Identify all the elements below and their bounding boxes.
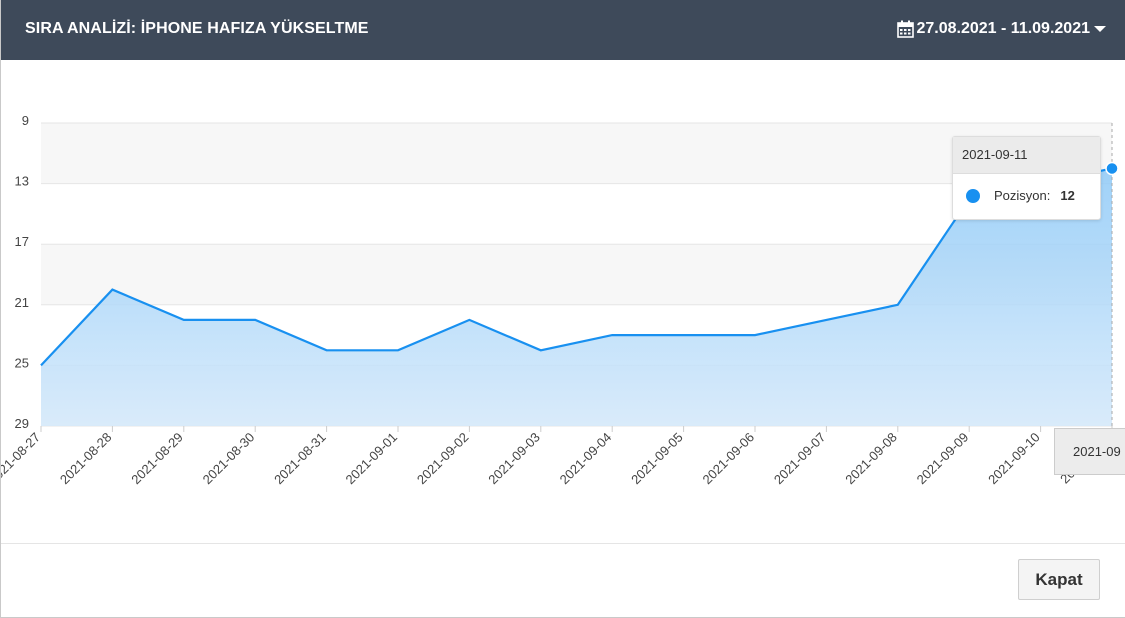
y-tick-label: 9 xyxy=(22,113,29,128)
tooltip-date: 2021-09-11 xyxy=(953,137,1100,174)
series-dot-icon xyxy=(966,188,980,203)
footer-divider xyxy=(1,543,1125,544)
x-tick-label: 2021-09-05 xyxy=(628,430,686,488)
tooltip-label: Pozisyon: xyxy=(994,188,1051,203)
hover-point[interactable] xyxy=(1105,161,1119,176)
x-tick-label: 2021-09-04 xyxy=(557,430,615,488)
y-tick-label: 25 xyxy=(15,355,29,370)
x-tick-label: 2021-09-03 xyxy=(485,430,543,488)
x-tick-label: 2021-09-10 xyxy=(985,430,1043,488)
x-tick-label: 2021-09-01 xyxy=(342,430,400,488)
modal-title: SIRA ANALİZİ: İPHONE HAFIZA YÜKSELTME xyxy=(25,20,369,37)
y-tick-label: 13 xyxy=(15,174,29,189)
y-tick-label: 17 xyxy=(15,234,29,249)
date-range-picker[interactable]: 27.08.2021 - 11.09.2021 xyxy=(896,20,1111,38)
x-tick-label: 2021-08-30 xyxy=(200,430,258,488)
modal-header: SIRA ANALİZİ: İPHONE HAFIZA YÜKSELTME 27… xyxy=(1,0,1125,60)
x-tick-label: 2021-09-02 xyxy=(414,430,472,488)
y-tick-label: 29 xyxy=(15,416,29,431)
x-tick-label: 2021-09-06 xyxy=(699,430,757,488)
x-tick-label: 2021-08-31 xyxy=(271,430,329,488)
close-button[interactable]: Kapat xyxy=(1018,559,1100,600)
tooltip-value: 12 xyxy=(1060,188,1075,203)
grid-band xyxy=(41,123,1112,184)
y-tick-label: 21 xyxy=(15,295,29,310)
series-line xyxy=(40,167,1113,367)
x-tick-label: 2021-08-29 xyxy=(128,430,186,488)
calendar-icon xyxy=(896,20,914,38)
x-tick-label: 2021-08-27 xyxy=(1,430,43,488)
chart-area: 9 13 17 21 25 29 2021-08-27 2021-08-28 2021-08-… xyxy=(0,60,1125,544)
x-tick-label: 2021-08-28 xyxy=(57,430,115,488)
date-range-text: 27.08.2021 - 11.09.2021 xyxy=(916,20,1091,37)
x-tick-label: 2021-09-09 xyxy=(914,430,972,488)
series-area xyxy=(41,168,1112,426)
caret-down-icon xyxy=(1094,26,1106,32)
crosshair-x-label: 2021-09 xyxy=(1054,428,1125,475)
x-tick-label: 2021-09-08 xyxy=(842,430,900,488)
x-tick-label: 2021-09-07 xyxy=(771,430,829,488)
crosshair-x-text: 2021-09 xyxy=(1073,444,1121,459)
chart-tooltip: 2021-09-11 Pozisyon: 12 xyxy=(952,136,1101,220)
